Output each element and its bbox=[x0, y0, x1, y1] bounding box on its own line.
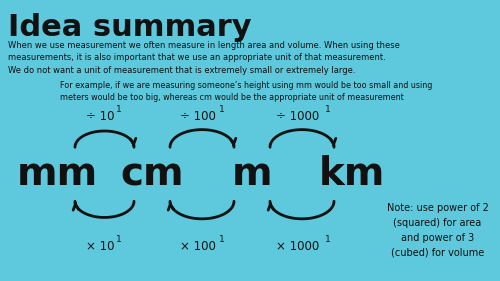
Text: Idea summary: Idea summary bbox=[8, 13, 252, 42]
Text: 1: 1 bbox=[219, 235, 225, 244]
Text: m: m bbox=[232, 155, 272, 193]
Text: km: km bbox=[319, 155, 385, 193]
Text: 1: 1 bbox=[325, 235, 331, 244]
Text: × 100: × 100 bbox=[180, 239, 216, 253]
Text: When we use measurement we often measure in length area and volume. When using t: When we use measurement we often measure… bbox=[8, 41, 400, 75]
Text: Note: use power of 2
(squared) for area
and power of 3
(cubed) for volume: Note: use power of 2 (squared) for area … bbox=[386, 203, 488, 258]
Text: 1: 1 bbox=[116, 105, 121, 114]
Text: ÷ 100: ÷ 100 bbox=[180, 110, 216, 123]
Text: mm: mm bbox=[16, 155, 98, 193]
Text: ÷ 1000: ÷ 1000 bbox=[276, 110, 320, 123]
Text: cm: cm bbox=[120, 155, 184, 193]
Text: For example, if we are measuring someone’s height using mm would be too small an: For example, if we are measuring someone… bbox=[60, 81, 432, 103]
Text: ÷ 10: ÷ 10 bbox=[86, 110, 115, 123]
Text: × 1000: × 1000 bbox=[276, 239, 320, 253]
Text: 1: 1 bbox=[219, 105, 225, 114]
Text: 1: 1 bbox=[116, 235, 121, 244]
Text: × 10: × 10 bbox=[86, 239, 115, 253]
Text: 1: 1 bbox=[325, 105, 331, 114]
